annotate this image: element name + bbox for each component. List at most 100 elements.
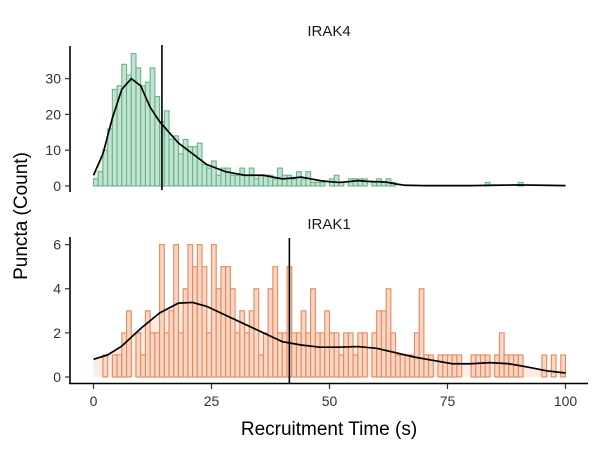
bar-irak1-44 (300, 310, 307, 378)
bar-irak1-68 (413, 332, 420, 378)
bar-irak4-43 (295, 171, 302, 187)
bar-irak1-82 (479, 354, 486, 378)
bar-irak1-16 (168, 310, 175, 378)
bar-irak1-15 (163, 332, 170, 378)
y-tick-label-irak4-20: 20 (45, 106, 61, 122)
bar-irak1-59 (371, 332, 378, 378)
bar-irak4-33 (248, 167, 255, 187)
y-tick-label-irak1-2: 2 (53, 325, 61, 341)
bar-irak1-9 (135, 332, 142, 378)
bars-irak1 (93, 244, 567, 378)
bar-irak4-13 (154, 95, 161, 187)
x-tick-label-100: 100 (554, 393, 578, 409)
bar-irak1-65 (399, 354, 406, 378)
bar-irak4-47 (314, 181, 321, 187)
bar-irak1-85 (494, 354, 500, 378)
bar-irak1-18 (177, 332, 184, 378)
bar-irak1-49 (324, 310, 331, 378)
bar-irak1-67 (409, 354, 416, 378)
panel-title-irak4: IRAK4 (307, 23, 350, 40)
bar-irak1-66 (404, 354, 411, 378)
bar-irak4-29 (229, 174, 236, 187)
bar-irak1-12 (149, 332, 156, 378)
bar-irak1-57 (361, 332, 368, 378)
bar-irak1-56 (357, 332, 364, 378)
bar-irak1-86 (498, 332, 505, 378)
bar-irak1-23 (201, 266, 208, 378)
bar-irak1-47 (314, 332, 321, 378)
bar-irak4-0 (92, 178, 99, 187)
y-ticks-irak4: 0 10 20 30 (45, 71, 70, 194)
density-curve-irak1 (93, 301, 566, 374)
y-tick-label-irak1-4: 4 (53, 281, 61, 297)
bar-irak4-35 (258, 174, 264, 187)
bar-irak4-39 (277, 167, 283, 187)
bar-irak1-10 (140, 354, 146, 378)
bar-irak1-17 (173, 244, 180, 378)
x-tick-label-50: 50 (322, 393, 338, 409)
bars-irak4 (92, 53, 566, 187)
bar-irak1-55 (352, 354, 359, 378)
bar-irak1-20 (187, 244, 194, 378)
bar-irak1-37 (267, 288, 274, 378)
bar-irak4-38 (272, 178, 279, 187)
bar-irak1-75 (446, 354, 453, 378)
bar-irak1-88 (508, 354, 515, 378)
bar-irak1-33 (248, 310, 255, 378)
bar-irak4-1 (97, 171, 104, 187)
bar-irak4-57 (361, 178, 368, 187)
bar-irak4-25 (210, 160, 217, 187)
bar-irak1-24 (206, 332, 213, 378)
bar-irak4-30 (234, 174, 241, 187)
y-tick-label-irak1-6: 6 (53, 237, 61, 253)
bar-irak4-34 (253, 178, 260, 187)
bar-irak4-8 (130, 53, 137, 187)
bar-irak1-77 (456, 354, 463, 378)
bar-irak4-48 (319, 181, 326, 187)
bar-irak1-62 (385, 288, 392, 378)
bar-irak1-76 (451, 354, 458, 378)
bar-irak1-26 (215, 288, 222, 378)
bar-irak1-73 (437, 354, 444, 378)
bar-irak4-28 (225, 167, 231, 187)
bar-irak1-42 (291, 332, 298, 378)
bar-irak4-31 (239, 167, 246, 187)
bar-irak1-63 (390, 332, 397, 378)
panel-title-irak1: IRAK1 (307, 216, 350, 233)
bar-irak1-4 (111, 354, 118, 378)
bar-irak1-31 (239, 310, 246, 378)
bar-irak1-27 (220, 266, 227, 378)
bar-irak1-6 (121, 332, 128, 378)
bar-irak1-2 (102, 354, 109, 378)
bar-irak1-46 (310, 288, 316, 378)
bar-irak1-36 (262, 332, 269, 378)
bar-irak4-12 (149, 67, 156, 187)
bar-irak4-10 (140, 85, 146, 187)
bar-irak1-5 (116, 354, 123, 378)
y-tick-label-irak4-0: 0 (53, 178, 61, 194)
x-tick-label-25: 25 (204, 393, 220, 409)
bar-irak4-21 (192, 146, 198, 187)
bar-irak1-7 (125, 310, 132, 378)
bar-irak1-32 (243, 332, 250, 378)
bar-irak1-50 (328, 332, 335, 378)
bar-irak4-23 (201, 163, 208, 187)
bar-irak1-80 (470, 354, 477, 378)
bar-irak4-41 (286, 174, 293, 187)
bar-irak1-29 (229, 288, 236, 378)
bar-irak1-95 (541, 354, 548, 378)
x-tick-label-0: 0 (90, 393, 98, 409)
bar-irak1-45 (305, 332, 312, 378)
bar-irak4-18 (177, 153, 184, 187)
bar-irak1-97 (550, 354, 557, 378)
x-tick-label-75: 75 (440, 393, 456, 409)
bar-irak1-51 (333, 332, 340, 378)
bar-irak4-42 (291, 178, 298, 187)
y-axis-title: Puncta (Count) (11, 152, 32, 280)
bar-irak1-48 (319, 332, 326, 378)
bar-irak1-74 (442, 354, 449, 378)
x-ticks: 0 25 50 75 100 (90, 384, 578, 409)
bar-irak1-52 (338, 354, 345, 378)
y-tick-label-irak4-10: 10 (45, 142, 61, 158)
